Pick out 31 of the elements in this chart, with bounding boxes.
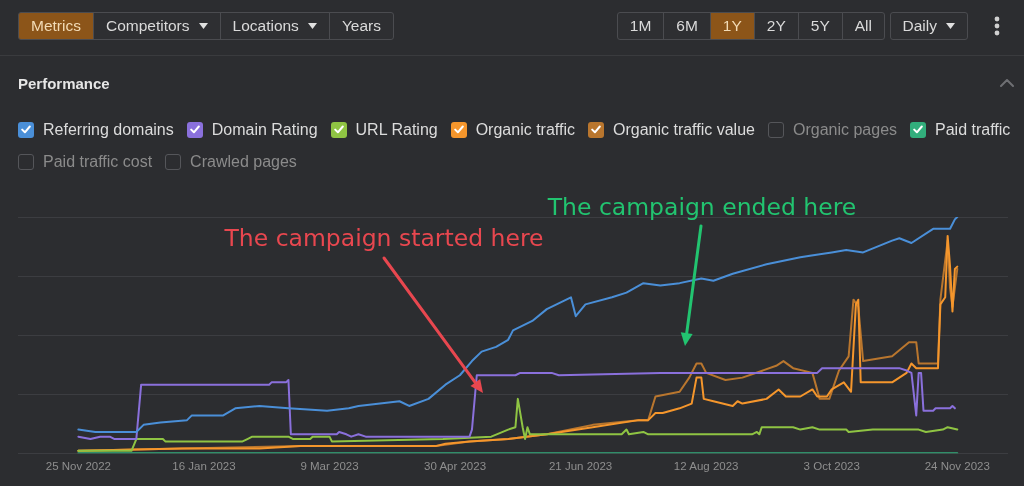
button: 2Y [753, 12, 799, 40]
legend-label: URL Rating [355, 120, 438, 139]
legend-label: Crawled pages [190, 152, 297, 171]
dropdown-button: Competitors [92, 12, 221, 40]
legend-label: Organic pages [792, 120, 898, 139]
chart-title: Performance [18, 75, 110, 92]
button: Years [328, 12, 394, 40]
legend-label: Organic traffic [475, 120, 575, 139]
x-tick-label: 25 Nov 2022 [45, 460, 111, 473]
x-tick-label: 9 Mar 2023 [300, 460, 359, 473]
button: 1M [616, 12, 665, 40]
legend-label: Paid traffic cost [43, 152, 153, 171]
annotation: The campaign ended here [546, 193, 857, 222]
legend-label: Referring domains [43, 120, 174, 139]
button: 5Y [797, 12, 843, 40]
button: All [841, 12, 885, 40]
x-tick-label: 24 Nov 2023 [924, 460, 990, 473]
x-tick-label: 21 Jun 2023 [548, 460, 613, 473]
button: 6M [663, 12, 711, 40]
x-tick-label: 12 Aug 2023 [673, 460, 739, 473]
button: Metrics [18, 12, 94, 40]
legend-label: Domain Rating [211, 120, 318, 139]
legend-label: Organic traffic value [612, 120, 755, 139]
x-tick-label: 30 Apr 2023 [424, 460, 487, 473]
button: 1Y [709, 12, 755, 40]
x-tick-label: 3 Oct 2023 [803, 460, 860, 473]
x-tick-label: 16 Jan 2023 [172, 460, 236, 473]
legend-label: Paid traffic [935, 120, 1011, 139]
dropdown-button: Daily [889, 12, 968, 40]
dropdown-button: Locations [219, 12, 330, 40]
annotation: The campaign started here [223, 224, 544, 253]
